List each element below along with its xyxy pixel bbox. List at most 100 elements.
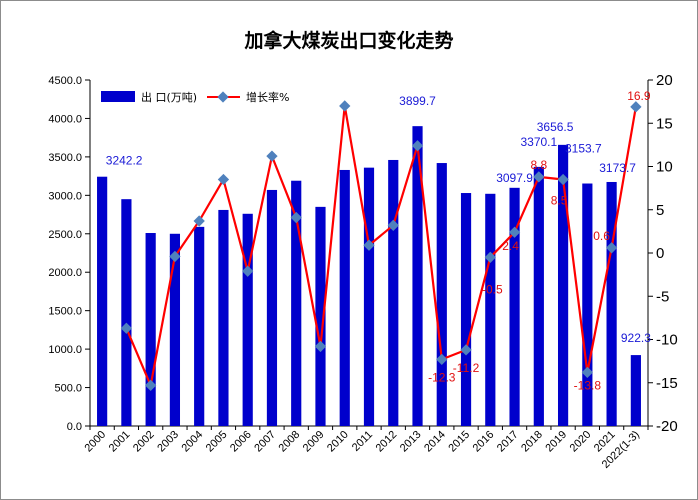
bar: [194, 226, 205, 426]
x-tick-label: 2001: [107, 429, 133, 455]
x-tick-label: 2019: [543, 429, 569, 455]
y-left-tick-label: 0.0: [67, 421, 82, 433]
bar: [582, 183, 593, 426]
bar-value-label: 3899.7: [399, 94, 436, 108]
bar-value-label: 3097.9: [496, 171, 533, 185]
line-value-label: -11.2: [453, 361, 480, 375]
bar: [388, 159, 399, 426]
y-left-tick-label: 3500.0: [48, 152, 82, 164]
legend: 出 口(万吨) 增长率%: [101, 90, 289, 104]
y-right-tick-label: -20: [656, 418, 678, 435]
line-point: [290, 211, 302, 224]
legend-bar-swatch: [101, 91, 135, 102]
y-left-tick-label: 4500.0: [48, 75, 82, 87]
y-left-tick-label: 4000.0: [48, 113, 82, 125]
legend-line-label: 增长率%: [246, 90, 289, 104]
bar-value-label: 3370.1: [520, 135, 557, 149]
line-value-label: 8.5: [551, 193, 568, 207]
x-tick-label: 2009: [301, 429, 327, 455]
line-value-label: 8.8: [530, 158, 547, 172]
bar: [145, 233, 156, 426]
line-point: [605, 242, 618, 254]
bar: [339, 169, 350, 426]
bar-value-label: 3153.7: [565, 142, 602, 156]
bar: [630, 355, 641, 426]
y-right-tick-label: 10: [656, 159, 673, 176]
line-point: [484, 251, 496, 263]
bar-value-label: 922.3: [621, 331, 651, 345]
bar: [242, 213, 253, 426]
x-tick-label: 2004: [179, 429, 205, 455]
line-point: [169, 250, 181, 263]
x-tick-label: 2002: [131, 429, 157, 455]
bar: [606, 181, 617, 426]
y-right-tick-label: 5: [656, 202, 664, 219]
x-tick-label: 2016: [471, 429, 497, 455]
x-tick-label: 2018: [519, 429, 545, 455]
x-tick-label: 2005: [204, 429, 230, 455]
x-tick-label: 2017: [495, 429, 521, 455]
line-point: [630, 101, 642, 113]
line-point: [581, 366, 594, 379]
x-tick-label: 2003: [155, 429, 181, 455]
line-point: [242, 265, 254, 277]
y-right-tick-label: -15: [656, 375, 678, 392]
y-left-tick-label: 500.0: [54, 383, 82, 395]
y-left-tick-label: 3000.0: [48, 190, 82, 202]
line-value-label: 0.6: [593, 229, 610, 243]
x-tick-label: 2010: [325, 429, 351, 455]
line-point: [411, 140, 424, 152]
x-tick-label: 2006: [228, 429, 254, 455]
x-tick-label: 2011: [350, 429, 375, 454]
line-point: [266, 150, 278, 162]
line-point: [460, 344, 472, 356]
chart-title: 加拿大煤炭出口变化走势: [244, 30, 454, 52]
bar: [315, 206, 326, 426]
line-value-label: -0.5: [482, 282, 503, 296]
bar: [363, 167, 375, 427]
y-left-tick-label: 1500.0: [48, 306, 82, 318]
bar: [485, 193, 496, 426]
bar: [121, 199, 132, 426]
bar: [218, 209, 229, 426]
y-right-tick-label: -5: [656, 288, 669, 305]
y-left-tick-label: 1000.0: [48, 344, 82, 356]
line-value-label: -12.3: [428, 370, 456, 384]
y-left-tick-label: 2500.0: [48, 229, 82, 241]
line-point: [533, 171, 545, 183]
bar-series: [97, 126, 641, 427]
growth-line: [125, 104, 637, 387]
x-tick-label: 2014: [422, 429, 448, 455]
y-right-tick-label: 20: [656, 72, 673, 89]
line-point: [314, 340, 327, 353]
bar: [412, 126, 423, 426]
line-point: [363, 239, 375, 251]
x-tick-label: 2000: [82, 429, 108, 455]
bar-value-label: 3242.2: [106, 154, 143, 168]
bar: [460, 193, 472, 426]
y-right-tick-label: -10: [656, 332, 678, 349]
bar: [436, 163, 447, 427]
y-right-tick-label: 15: [656, 115, 673, 132]
bar: [509, 187, 520, 426]
x-tick-label: 2015: [446, 429, 472, 455]
bar-value-label: 3656.5: [537, 120, 574, 134]
line-value-label: 16.9: [627, 89, 651, 103]
bar: [557, 144, 569, 426]
x-tick-label: 2020: [568, 429, 594, 455]
bar: [97, 176, 108, 426]
x-tick-label: 2007: [252, 429, 278, 455]
line-value-label: -13.8: [574, 378, 602, 392]
y-left-tick-label: 2000.0: [48, 267, 82, 279]
bar: [169, 233, 181, 426]
bar-value-label: 3173.7: [599, 161, 636, 175]
x-tick-label: 2013: [398, 429, 424, 455]
y-right-tick-label: 0: [656, 245, 664, 262]
line-point: [339, 100, 351, 112]
legend-bar-label: 出 口(万吨): [141, 90, 197, 104]
line-value-label: 2.4: [502, 239, 519, 253]
bar: [291, 180, 302, 426]
line-point: [193, 215, 205, 227]
